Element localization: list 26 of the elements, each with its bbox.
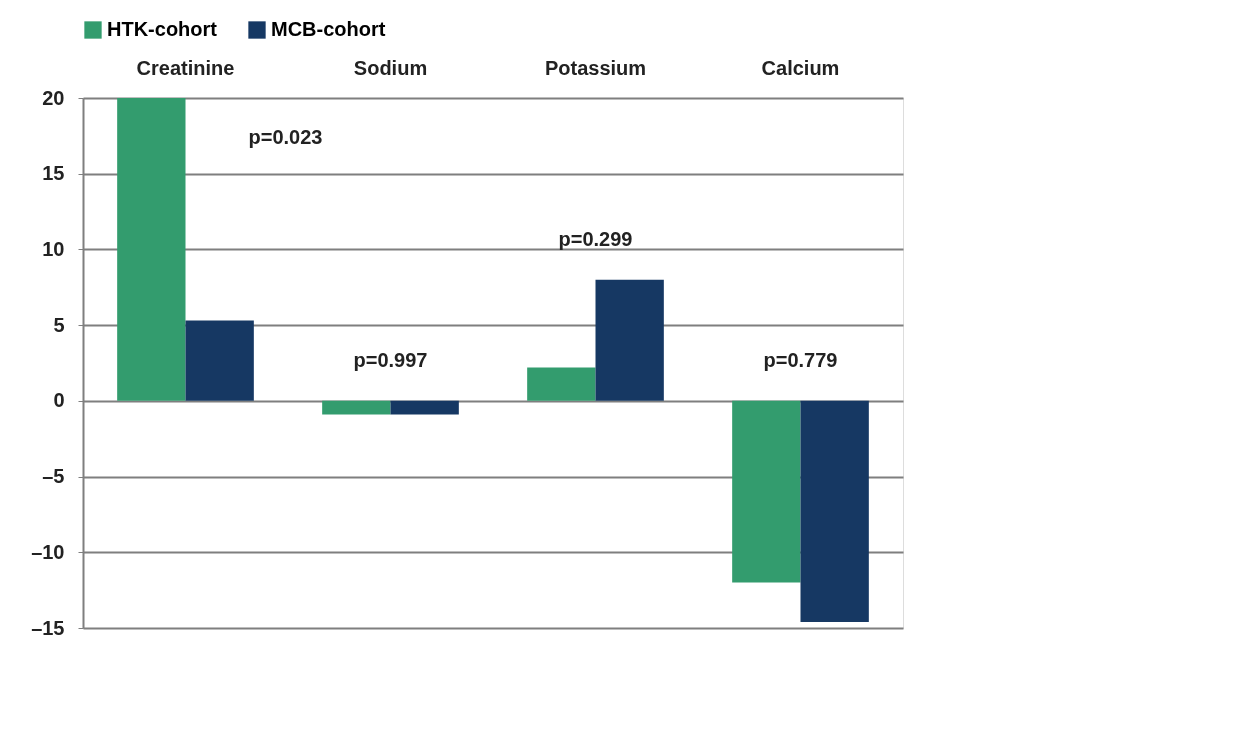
bar	[185, 320, 254, 401]
y-tick-label: –15	[31, 616, 65, 639]
annotation: p=0.299	[558, 227, 633, 250]
x-tick-label: Potassium	[544, 56, 647, 79]
x-tick-label: Creatinine	[136, 56, 235, 79]
bar	[390, 400, 459, 415]
x-tick-label: Sodium	[353, 56, 428, 79]
legend-label: MCB-cohort	[271, 18, 386, 40]
y-tick-label: 15	[42, 162, 65, 185]
bar	[595, 279, 664, 401]
y-tick-label: –10	[31, 540, 65, 563]
y-tick-label: 20	[42, 86, 65, 109]
bar	[800, 400, 869, 622]
annotation: p=0.779	[763, 348, 838, 371]
annotation: p=0.997	[353, 348, 428, 371]
y-tick-label: 0	[53, 389, 65, 412]
y-tick-label: –5	[42, 465, 65, 488]
bar	[117, 98, 186, 401]
y-tick-label: 5	[53, 313, 65, 336]
x-tick-label: Calcium	[761, 56, 840, 79]
bar	[732, 400, 801, 583]
legend-label: HTK-cohort	[107, 18, 218, 40]
bar	[527, 367, 596, 401]
y-tick-label: 10	[42, 237, 65, 260]
annotation: p=0.023	[248, 125, 323, 148]
bar	[322, 400, 391, 415]
